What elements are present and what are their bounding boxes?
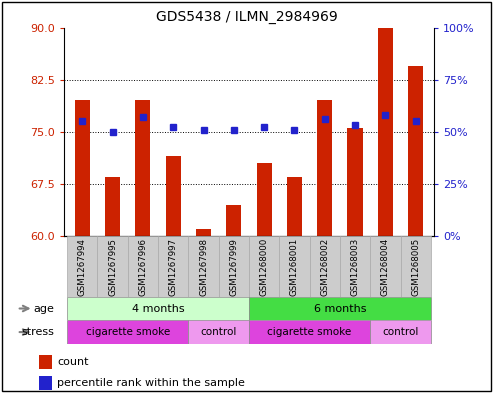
- Text: count: count: [57, 357, 89, 367]
- Bar: [408, 66, 423, 236]
- FancyBboxPatch shape: [188, 236, 219, 297]
- Text: GSM1268005: GSM1268005: [411, 238, 420, 296]
- Text: GSM1268002: GSM1268002: [320, 238, 329, 296]
- Bar: [166, 156, 181, 236]
- FancyBboxPatch shape: [67, 236, 98, 297]
- Bar: [67, 297, 249, 320]
- Text: GSM1267994: GSM1267994: [78, 238, 87, 296]
- Text: GSM1267999: GSM1267999: [229, 238, 238, 296]
- Text: 6 months: 6 months: [314, 303, 366, 314]
- Bar: [226, 204, 242, 236]
- FancyBboxPatch shape: [400, 236, 431, 297]
- Text: control: control: [382, 327, 419, 337]
- Bar: [75, 100, 90, 236]
- Bar: [249, 297, 431, 320]
- FancyBboxPatch shape: [98, 236, 128, 297]
- Bar: [378, 28, 393, 236]
- Text: GDS5438 / ILMN_2984969: GDS5438 / ILMN_2984969: [156, 10, 337, 24]
- Text: GSM1268004: GSM1268004: [381, 238, 390, 296]
- FancyBboxPatch shape: [279, 236, 310, 297]
- FancyBboxPatch shape: [158, 236, 188, 297]
- FancyBboxPatch shape: [128, 236, 158, 297]
- FancyBboxPatch shape: [249, 236, 279, 297]
- Text: GSM1267998: GSM1267998: [199, 238, 208, 296]
- FancyBboxPatch shape: [310, 236, 340, 297]
- Bar: [39, 376, 52, 390]
- Bar: [317, 100, 332, 236]
- FancyBboxPatch shape: [219, 236, 249, 297]
- Bar: [135, 100, 150, 236]
- Text: percentile rank within the sample: percentile rank within the sample: [57, 378, 245, 388]
- FancyBboxPatch shape: [340, 236, 370, 297]
- Bar: [256, 163, 272, 236]
- Bar: [287, 177, 302, 236]
- Text: age: age: [34, 303, 54, 314]
- Text: cigarette smoke: cigarette smoke: [268, 327, 352, 337]
- Text: GSM1267996: GSM1267996: [139, 238, 147, 296]
- Text: GSM1268001: GSM1268001: [290, 238, 299, 296]
- Bar: [39, 355, 52, 369]
- Bar: [196, 229, 211, 236]
- Bar: [67, 320, 188, 344]
- Text: cigarette smoke: cigarette smoke: [86, 327, 170, 337]
- Bar: [249, 320, 370, 344]
- Text: 4 months: 4 months: [132, 303, 184, 314]
- Text: GSM1267997: GSM1267997: [169, 238, 177, 296]
- FancyBboxPatch shape: [370, 236, 400, 297]
- Text: GSM1268003: GSM1268003: [351, 238, 359, 296]
- Bar: [105, 177, 120, 236]
- Text: GSM1268000: GSM1268000: [260, 238, 269, 296]
- Bar: [188, 320, 249, 344]
- Text: GSM1267995: GSM1267995: [108, 238, 117, 296]
- Text: control: control: [201, 327, 237, 337]
- Text: stress: stress: [21, 327, 54, 337]
- Bar: [348, 128, 363, 236]
- Bar: [370, 320, 431, 344]
